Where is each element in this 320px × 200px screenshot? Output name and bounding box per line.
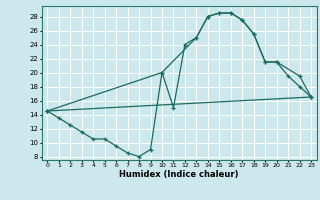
X-axis label: Humidex (Indice chaleur): Humidex (Indice chaleur) [119,170,239,179]
